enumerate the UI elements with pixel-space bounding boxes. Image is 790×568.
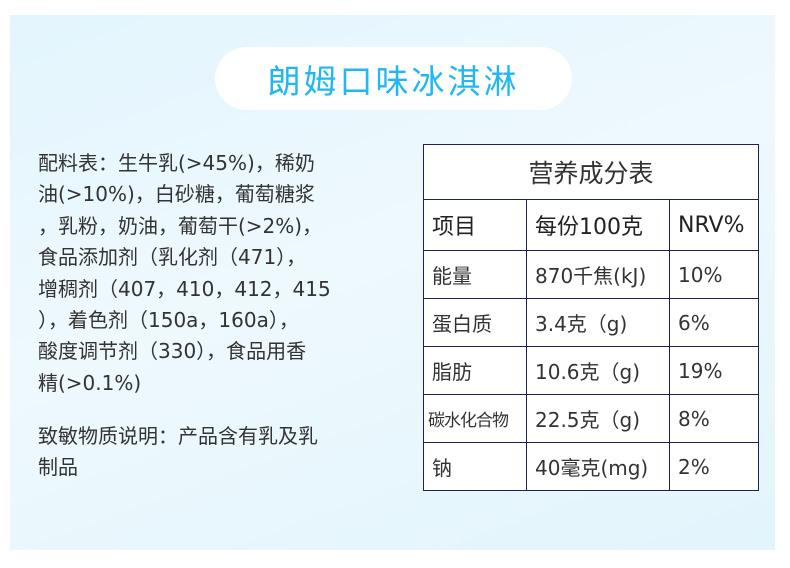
table-row: 蛋白质 3.4克（g) 6% <box>423 298 759 347</box>
ingredients-line: 酸度调节剂（330），食品用香 <box>38 339 307 364</box>
table-row: 碳水化合物 22.5克（g) 8% <box>423 394 759 443</box>
header-per-100g: 每份100克 <box>526 199 670 251</box>
ingredients-line: 配料表：生牛乳(>45%)，稀奶 <box>38 151 315 175</box>
nutrient-name: 钠 <box>423 442 527 491</box>
ingredients-line: 增稠剂（407，410，412，415 <box>38 276 331 301</box>
allergy-line: 致敏物质说明：产品含有乳及乳 <box>38 424 318 448</box>
nutrient-amount: 3.4克（g) <box>526 298 670 347</box>
nutrition-table: 营养成分表 项目 每份100克 NRV% 能量 870千焦(kJ) 10% 蛋白… <box>423 144 759 491</box>
nutrient-nrv: 6% <box>669 298 759 347</box>
table-row: 能量 870千焦(kJ) 10% <box>423 250 759 299</box>
nutrient-nrv: 19% <box>669 346 759 395</box>
ingredients-text: 配料表：生牛乳(>45%)，稀奶 油(>10%)，白砂糖，葡萄糖浆 ，乳粉，奶油… <box>38 148 408 399</box>
nutrient-name: 能量 <box>423 250 527 299</box>
product-title: 朗姆口味冰淇淋 <box>267 61 520 101</box>
ingredients-line: 油(>10%)，白砂糖，葡萄糖浆 <box>38 182 315 207</box>
nutrient-amount: 870千焦(kJ) <box>526 250 670 299</box>
table-row: 脂肪 10.6克（g) 19% <box>423 346 759 395</box>
title-pill: 朗姆口味冰淇淋 <box>215 47 572 110</box>
ingredients-line: 精(>0.1%) <box>38 370 142 395</box>
header-item: 项目 <box>423 199 527 251</box>
allergy-text: 致敏物质说明：产品含有乳及乳 制品 <box>38 421 318 483</box>
header-nrv: NRV% <box>669 199 759 251</box>
table-row: 钠 40毫克(mg) 2% <box>423 442 759 491</box>
table-header-row: 项目 每份100克 NRV% <box>423 199 759 251</box>
nutrient-amount: 40毫克(mg) <box>526 442 670 491</box>
nutrient-amount: 10.6克（g) <box>526 346 670 395</box>
ingredients-line: 食品添加剂（乳化剂（471）， <box>38 245 307 270</box>
nutrient-name: 碳水化合物 <box>423 394 527 443</box>
nutrient-name: 脂肪 <box>423 346 527 395</box>
nutrient-nrv: 8% <box>669 394 759 443</box>
ingredients-line: ），着色剂（150a，160a）， <box>38 308 299 333</box>
nutrient-nrv: 2% <box>669 442 759 491</box>
nutrient-name: 蛋白质 <box>423 298 527 347</box>
allergy-line: 制品 <box>38 455 78 479</box>
nutrient-nrv: 10% <box>669 250 759 299</box>
nutrition-title: 营养成分表 <box>423 144 759 200</box>
nutrient-amount: 22.5克（g) <box>526 394 670 443</box>
ingredients-line: ，乳粉，奶油，葡萄干(>2%)， <box>38 213 323 238</box>
